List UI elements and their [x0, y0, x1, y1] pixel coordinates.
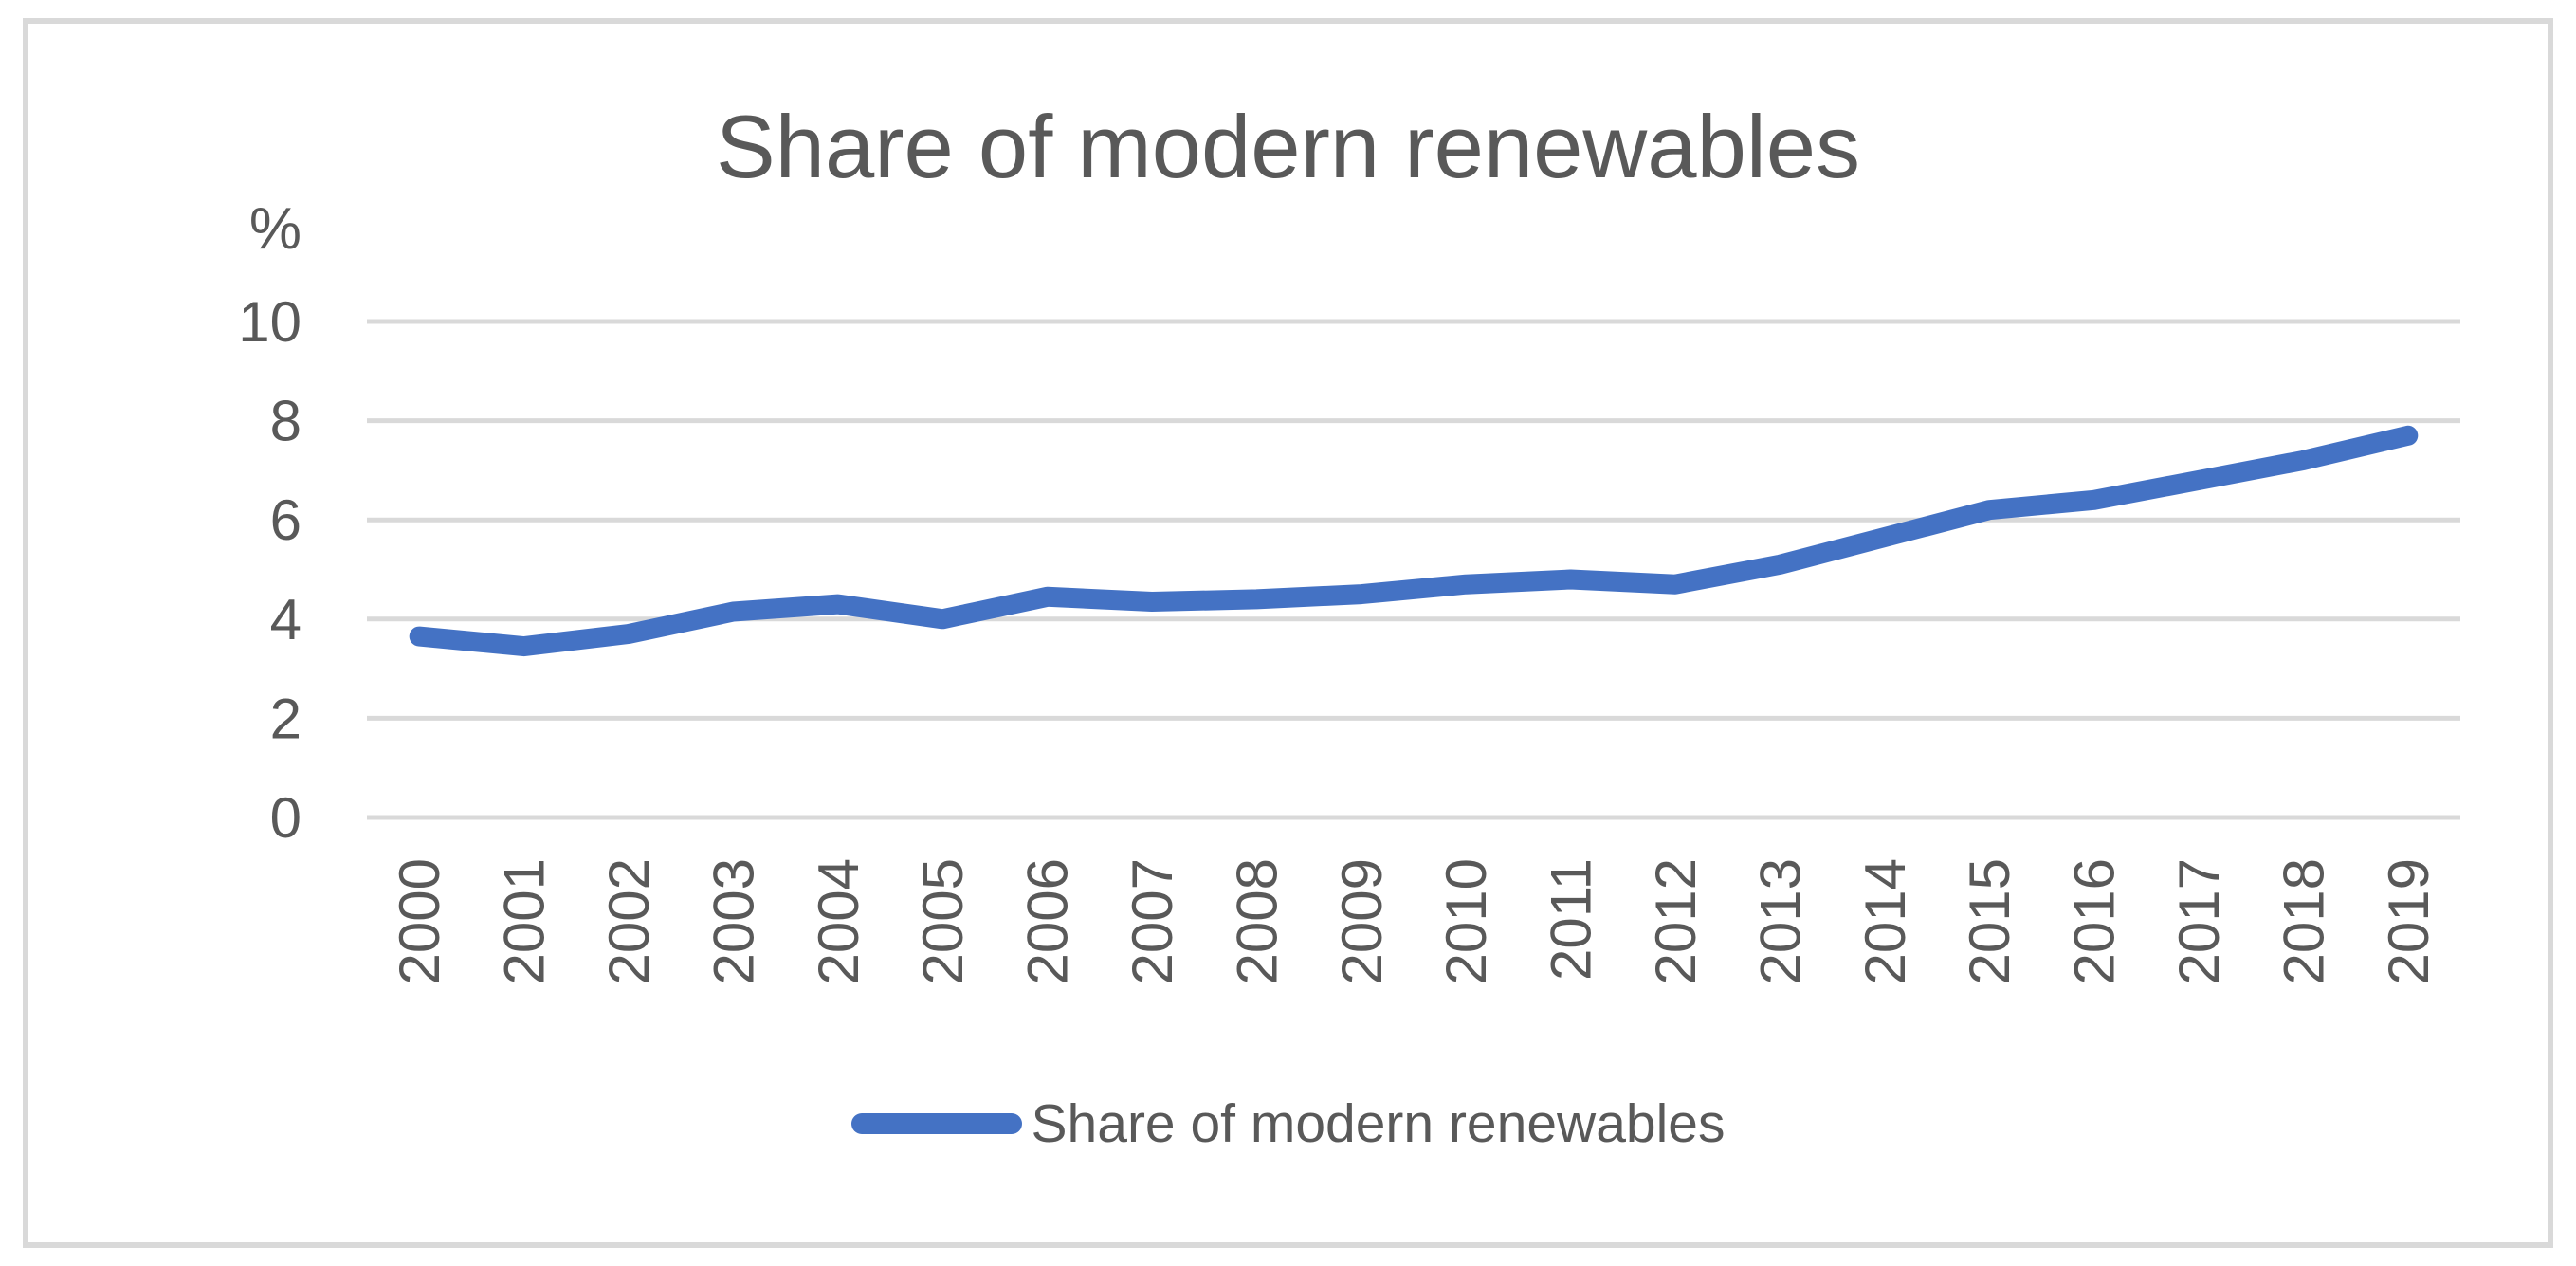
x-tick-label: 2008: [1225, 858, 1288, 984]
x-tick-label: 2001: [493, 858, 557, 984]
legend-line-swatch: [850, 1113, 1022, 1134]
x-tick-label: 2013: [1748, 858, 1812, 984]
x-tick-label: 2007: [1121, 858, 1184, 984]
x-tick-label: 2014: [1854, 858, 1917, 984]
legend-label: Share of modern renewables: [1031, 1093, 1726, 1154]
x-tick-label: 2019: [2377, 858, 2440, 984]
y-tick-label: 4: [270, 588, 301, 651]
x-tick-label: 2015: [1958, 858, 2021, 984]
chart-title: Share of modern renewables: [715, 97, 1861, 196]
y-tick-label: 6: [270, 488, 301, 552]
x-tick-label: 2016: [2063, 858, 2127, 984]
x-tick-label: 2017: [2167, 858, 2231, 984]
y-axis-unit-label: %: [249, 196, 301, 262]
y-tick-label: 2: [270, 687, 301, 750]
x-tick-label: 2005: [911, 858, 975, 984]
x-tick-label: 2010: [1434, 858, 1498, 984]
x-tick-label: 2012: [1644, 858, 1708, 984]
y-tick-label: 8: [270, 390, 301, 453]
x-tick-label: 2003: [702, 858, 765, 984]
x-tick-label: 2018: [2272, 858, 2335, 984]
x-tick-label: 2004: [807, 858, 870, 984]
data-line-share-of-modern-renewables: [409, 425, 2419, 657]
legend: Share of modern renewables: [0, 1092, 2576, 1155]
x-tick-label: 2000: [388, 858, 451, 984]
x-tick-label: 2011: [1540, 858, 1603, 981]
x-tick-label: 2002: [597, 858, 661, 984]
y-tick-label: 10: [238, 290, 301, 354]
x-tick-label: 2006: [1016, 858, 1080, 984]
y-tick-label: 0: [270, 786, 301, 850]
x-tick-label: 2009: [1330, 858, 1394, 984]
